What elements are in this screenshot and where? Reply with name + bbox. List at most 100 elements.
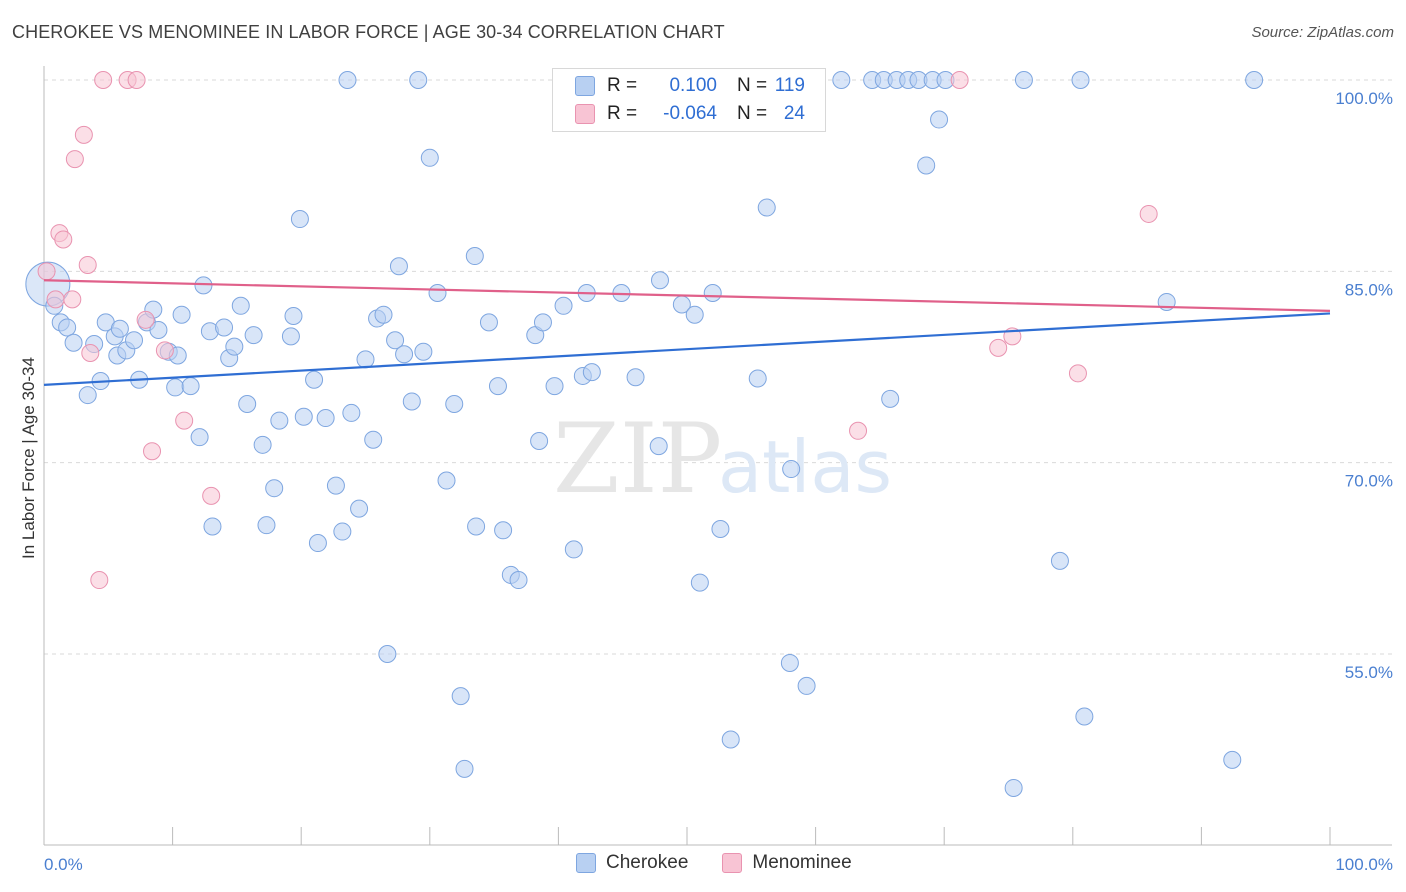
cherokee-point <box>58 318 77 337</box>
y-tick-label: 55.0% <box>1345 663 1393 682</box>
cherokee-point <box>1004 778 1023 797</box>
cherokee-point <box>554 296 573 315</box>
menominee-point <box>143 442 162 461</box>
cherokee-point <box>338 71 357 89</box>
menominee-point <box>54 230 73 249</box>
cherokee-point <box>721 730 740 749</box>
r-label: R = <box>607 75 638 96</box>
n-label: N = <box>737 103 768 124</box>
menominee-point <box>950 71 969 89</box>
menominee-trend-line <box>43 279 1331 312</box>
cherokee-point <box>238 395 257 414</box>
cherokee-point <box>342 403 361 422</box>
cherokee-point <box>270 411 289 430</box>
cherokee-point <box>1223 750 1242 769</box>
n-value: 24 <box>783 103 805 124</box>
cherokee-point <box>797 676 816 695</box>
menominee-point <box>849 421 868 440</box>
cherokee-point <box>284 306 303 325</box>
cherokee-point <box>215 318 234 337</box>
legend-row-menominee: R = -0.064 N = 24 <box>575 101 805 127</box>
cherokee-point <box>626 368 645 387</box>
cherokee-point <box>386 331 405 350</box>
y-tick-label: 100.0% <box>1335 89 1393 108</box>
cherokee-point <box>172 305 191 324</box>
cherokee-swatch <box>575 76 595 96</box>
cherokee-point <box>305 370 324 389</box>
x-tick-label: 100.0% <box>1335 855 1393 874</box>
legend-label-cherokee: Cherokee <box>606 852 689 873</box>
cherokee-point <box>181 377 200 396</box>
cherokee-point <box>930 110 949 129</box>
cherokee-point <box>395 345 414 364</box>
cherokee-point <box>356 350 375 369</box>
y-tick-label: 70.0% <box>1345 472 1393 491</box>
cherokee-point <box>748 369 767 388</box>
cherokee-point <box>378 645 397 664</box>
cherokee-point <box>231 296 250 315</box>
y-tick-label: 85.0% <box>1345 280 1393 299</box>
cherokee-point <box>203 517 222 536</box>
cherokee-point <box>582 363 601 382</box>
y-axis-title: In Labor Force | Age 30-34 <box>19 357 38 559</box>
watermark-zip: ZIP <box>553 403 722 515</box>
x-tick-labels: 0.0% 100.0% <box>44 855 1393 874</box>
menominee-point <box>74 125 93 144</box>
cherokee-point <box>650 271 669 290</box>
cherokee-point <box>437 471 456 490</box>
cherokee-point <box>428 284 447 303</box>
menominee-swatch <box>575 104 595 124</box>
cherokee-point <box>110 319 129 338</box>
cherokee-point <box>1050 551 1069 570</box>
cherokee-point <box>294 407 313 426</box>
cherokee-point <box>257 516 276 535</box>
cherokee-point <box>649 437 668 456</box>
cherokee-point <box>166 378 185 397</box>
menominee-point <box>65 150 84 169</box>
menominee-point <box>175 411 194 430</box>
cherokee-point <box>530 431 549 450</box>
menominee-point <box>989 338 1008 357</box>
cherokee-point <box>333 522 352 541</box>
cherokee-point <box>281 327 300 346</box>
cherokee-point <box>509 571 528 590</box>
cherokee-trend-line <box>43 312 1331 386</box>
legend-label-menominee: Menominee <box>752 852 852 873</box>
legend-item-menominee: Menominee <box>722 852 852 874</box>
axes <box>43 66 1392 846</box>
cherokee-point <box>190 428 209 447</box>
cherokee-point <box>420 148 439 167</box>
cherokee-point <box>389 257 408 276</box>
cherokee-point <box>225 337 244 356</box>
menominee-point <box>63 290 82 309</box>
n-label: N = <box>737 75 768 96</box>
cherokee-point <box>832 71 851 89</box>
cherokee-point <box>308 534 327 553</box>
cherokee-point <box>685 305 704 324</box>
menominee-point <box>136 310 155 329</box>
menominee-points <box>37 71 1158 590</box>
stats-legend: R = 0.100 N = 119 R = -0.064 N = 24 <box>552 68 826 132</box>
cherokee-point <box>467 517 486 536</box>
menominee-point <box>127 71 146 89</box>
cherokee-point <box>455 759 474 778</box>
x-tick-label: 0.0% <box>44 855 83 874</box>
cherokee-point <box>703 284 722 303</box>
cherokee-point <box>1245 71 1264 89</box>
cherokee-point <box>711 520 730 539</box>
cherokee-point <box>494 521 513 540</box>
cherokee-point <box>465 247 484 266</box>
menominee-point <box>1068 364 1087 383</box>
r-value: 0.100 <box>669 75 717 96</box>
cherokee-point <box>533 313 552 332</box>
menominee-point <box>202 486 221 505</box>
r-label: R = <box>607 103 638 124</box>
cherokee-point <box>545 377 564 396</box>
menominee-point <box>46 290 65 309</box>
cherokee-point <box>409 71 428 89</box>
cherokee-point <box>881 389 900 408</box>
menominee-point <box>155 341 174 360</box>
r-value: -0.064 <box>663 103 717 124</box>
cherokee-point <box>414 342 433 361</box>
cherokee-point <box>290 210 309 229</box>
